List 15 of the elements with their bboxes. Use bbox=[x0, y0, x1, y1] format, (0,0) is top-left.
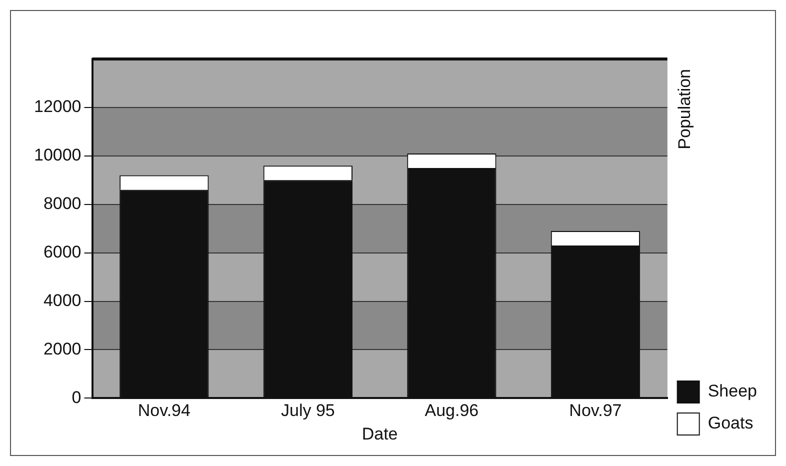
y-tick-label: 12000 bbox=[34, 97, 82, 116]
x-tick-label: Nov.97 bbox=[569, 401, 622, 420]
y-tick-label: 0 bbox=[72, 388, 82, 407]
x-axis-title: Date bbox=[362, 424, 398, 444]
x-tick-label: Nov.94 bbox=[138, 401, 190, 420]
y-tick-label: 8000 bbox=[43, 194, 82, 214]
y-tick-label: 10000 bbox=[34, 146, 82, 165]
legend-label: Goats bbox=[708, 414, 754, 433]
x-tick-label: July 95 bbox=[280, 401, 335, 420]
legend-label: Sheep bbox=[708, 382, 758, 401]
y-axis-title: Population bbox=[675, 69, 694, 150]
x-tick-label: Aug.96 bbox=[424, 401, 479, 420]
y-tick-label: 2000 bbox=[43, 339, 82, 358]
y-tick-label: 6000 bbox=[43, 242, 82, 262]
y-tick-label: 4000 bbox=[43, 290, 82, 310]
